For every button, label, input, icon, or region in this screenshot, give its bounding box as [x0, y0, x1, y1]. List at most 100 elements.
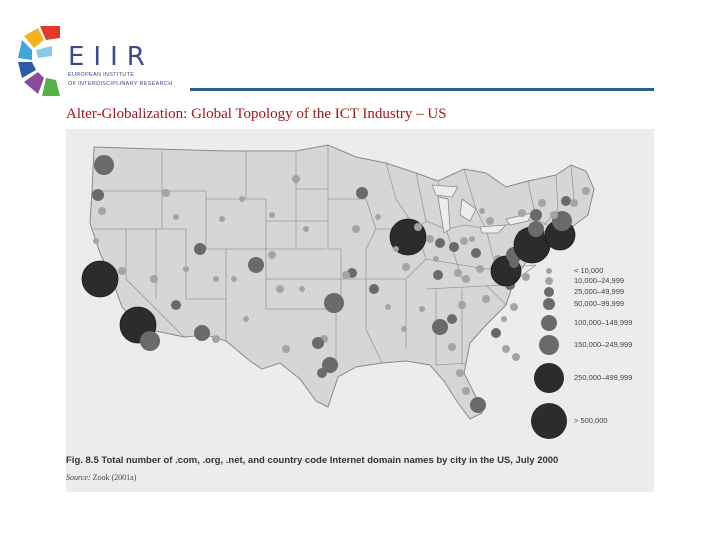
legend-label: < 10,000: [574, 266, 604, 275]
legend-swatch: [543, 298, 555, 310]
legend-label: 25,000–49,999: [574, 287, 625, 296]
legend-swatch: [546, 268, 552, 274]
city-dot: [239, 196, 245, 202]
figure-source: Source: Zook (2001a): [66, 473, 136, 482]
eiir-wordmark: EIIR: [68, 42, 154, 72]
city-dot: [518, 209, 526, 217]
city-dot: [231, 276, 237, 282]
city-dot: [292, 175, 300, 183]
legend-label: 150,000–249,999: [574, 340, 633, 349]
eiir-subtitle-2: of Interdisciplinary Research: [68, 80, 173, 87]
city-dot: [550, 211, 558, 219]
lake-shapes: [431, 184, 533, 234]
city-dot: [448, 343, 456, 351]
source-text: Zook (2001a): [92, 473, 137, 482]
city-dot: [369, 284, 379, 294]
city-dot: [458, 301, 466, 309]
city-dot: [414, 223, 422, 231]
city-dot: [94, 155, 114, 175]
city-dot: [268, 251, 276, 259]
city-dot: [118, 267, 126, 275]
city-dot: [248, 257, 264, 273]
city-dot: [243, 316, 249, 322]
us-map: [66, 129, 654, 451]
city-dot: [402, 263, 410, 271]
city-dot: [561, 196, 571, 206]
city-dot: [324, 293, 344, 313]
city-dot: [432, 319, 448, 335]
city-dot: [501, 316, 507, 322]
city-dot: [426, 235, 434, 243]
legend-label: 100,000–149,999: [574, 318, 633, 327]
us-domain-map-figure: < 10,000 10,000–24,999 25,000–49,999 50,000…: [66, 129, 654, 492]
city-dot: [449, 242, 459, 252]
city-dot: [570, 199, 578, 207]
city-dot: [140, 331, 160, 351]
city-dot: [276, 285, 284, 293]
legend-label: 50,000–99,999: [574, 299, 625, 308]
city-dot: [194, 325, 210, 341]
city-dot: [456, 369, 464, 377]
city-dot: [433, 270, 443, 280]
city-dot: [530, 209, 542, 221]
city-dot: [460, 237, 468, 245]
legend-swatch: [534, 363, 564, 393]
city-dot: [471, 248, 481, 258]
city-dot: [454, 269, 462, 277]
city-dot: [582, 187, 590, 195]
city-dot: [433, 256, 439, 262]
eiir-logo: EIIR European Institute of Interdiscipli…: [16, 18, 186, 100]
legend-label: > 500,000: [574, 416, 608, 425]
city-dot: [162, 189, 170, 197]
slide-title: Alter-Globalization: Global Topology of …: [66, 106, 447, 122]
city-dot: [491, 328, 501, 338]
map-legend: [531, 268, 567, 439]
city-dot: [98, 207, 106, 215]
city-dot: [528, 221, 544, 237]
city-dot: [469, 236, 475, 242]
city-dot: [213, 276, 219, 282]
city-dot: [352, 225, 360, 233]
city-dot: [447, 314, 457, 324]
caption-label: Fig. 8.5: [66, 455, 99, 466]
city-dot: [219, 216, 225, 222]
city-dot: [512, 353, 520, 361]
city-dot: [479, 208, 485, 214]
city-dot: [385, 304, 391, 310]
legend-label: 250,000–499,999: [574, 373, 633, 382]
city-dot: [462, 275, 470, 283]
figure-caption: Fig. 8.5 Total number of .com, .org, .ne…: [66, 455, 654, 466]
city-dot: [510, 303, 518, 311]
city-dot: [435, 238, 445, 248]
city-dot: [173, 214, 179, 220]
legend-swatch: [544, 287, 554, 297]
source-label: Source:: [66, 473, 91, 482]
city-dot: [470, 397, 486, 413]
city-dot: [462, 387, 470, 395]
city-dot: [401, 326, 407, 332]
city-dots: [81, 155, 590, 413]
city-dot: [150, 275, 158, 283]
city-dot: [486, 217, 494, 225]
city-dot: [194, 243, 206, 255]
city-dot: [375, 214, 381, 220]
city-dot: [342, 271, 350, 279]
caption-text: Total number of .com, .org, .net, and co…: [101, 455, 559, 466]
city-dot: [212, 335, 220, 343]
city-dot: [482, 295, 490, 303]
legend-label: 10,000–24,999: [574, 276, 625, 285]
city-dot: [476, 265, 484, 273]
city-dot: [522, 273, 530, 281]
legend-swatch: [545, 277, 553, 285]
legend-swatch: [539, 335, 559, 355]
city-dot: [322, 357, 338, 373]
city-dot: [282, 345, 290, 353]
legend-swatch: [541, 315, 557, 331]
city-dot: [312, 337, 324, 349]
legend-swatch: [531, 403, 567, 439]
city-dot: [356, 187, 368, 199]
city-dot: [183, 266, 189, 272]
eiir-subtitle-1: European Institute: [68, 72, 135, 78]
city-dot: [93, 238, 99, 244]
city-dot: [419, 306, 425, 312]
